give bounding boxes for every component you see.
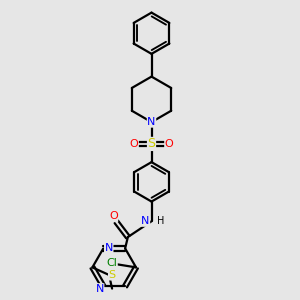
Text: H: H xyxy=(157,216,164,226)
Text: O: O xyxy=(130,139,138,149)
Text: S: S xyxy=(148,137,155,150)
Text: N: N xyxy=(147,117,156,127)
Text: O: O xyxy=(165,139,173,149)
Text: S: S xyxy=(109,270,116,280)
Text: O: O xyxy=(109,212,118,221)
Text: N: N xyxy=(95,284,104,294)
Text: N: N xyxy=(141,216,150,226)
Text: Cl: Cl xyxy=(106,258,117,268)
Text: N: N xyxy=(105,244,113,254)
